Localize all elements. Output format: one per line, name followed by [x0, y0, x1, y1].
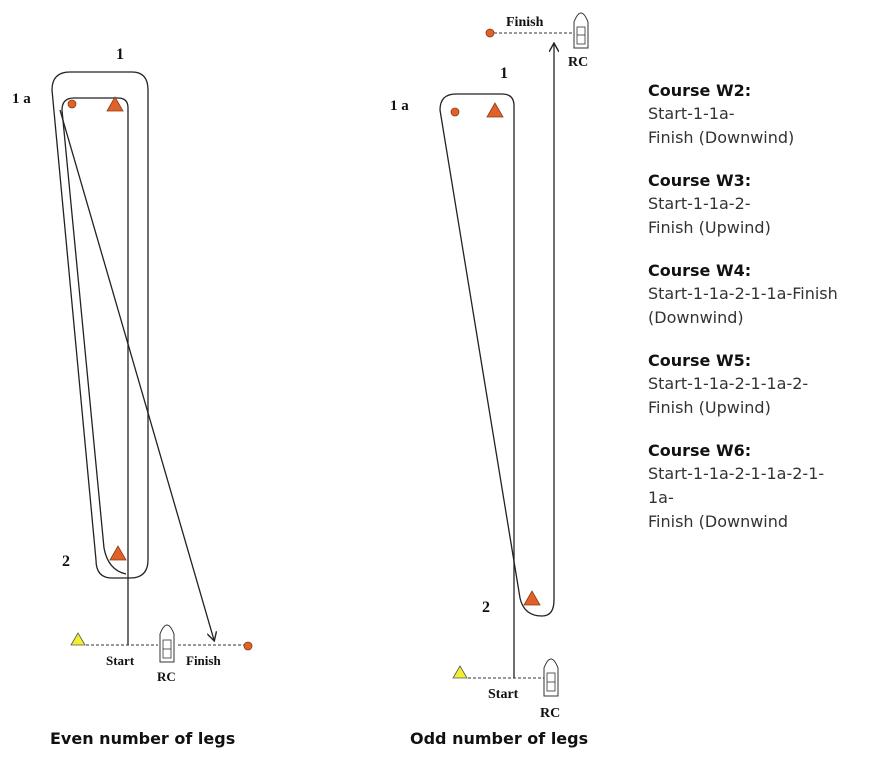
course-entry: Course W6: Start-1-1a-2-1-1a-2-1- 1a- Fi… — [648, 440, 878, 534]
left-rc-label: RC — [157, 669, 176, 684]
left-mark-2-buoy — [109, 545, 127, 561]
course-title: Course W4: — [648, 261, 752, 280]
right-committee-boat-top-icon — [573, 12, 589, 49]
course-entry: Course W5: Start-1-1a-2-1-1a-2- Finish (… — [648, 350, 878, 420]
right-mark-1a-buoy — [450, 107, 460, 117]
course-description: Start-1-1a-2- Finish (Upwind) — [648, 194, 771, 237]
course-description: Start-1-1a-2-1-1a-2-1- 1a- Finish (Downw… — [648, 464, 825, 531]
course-description: Start-1-1a-2-1-1a-2- Finish (Upwind) — [648, 374, 809, 417]
left-mark-1-label: 1 — [116, 46, 124, 63]
even-legs-diagram: 1 1 a 2 Start Finish RC Even number of l… — [12, 46, 253, 748]
left-mark-2-label: 2 — [62, 553, 70, 570]
left-leg-1a-to-2 — [61, 109, 127, 575]
left-start-pin-buoy — [70, 632, 86, 646]
right-rc-bottom-label: RC — [540, 706, 560, 721]
course-list: Course W2: Start-1-1a- Finish (Downwind)… — [648, 80, 878, 554]
left-mark-1-buoy — [106, 96, 124, 112]
course-title: Course W6: — [648, 441, 752, 460]
right-finish-label: Finish — [506, 15, 544, 30]
right-mark-2-label: 2 — [482, 599, 490, 616]
right-start-pin-buoy — [452, 665, 468, 679]
left-start-label: Start — [106, 653, 135, 668]
right-course-loop — [439, 93, 515, 678]
right-start-label: Start — [488, 687, 519, 702]
left-finish-buoy — [243, 641, 253, 651]
course-title: Course W3: — [648, 171, 752, 190]
right-mark-1-buoy — [486, 102, 504, 118]
left-course-loop — [51, 71, 149, 579]
right-committee-boat-bottom-icon — [543, 658, 559, 697]
left-inner-leg — [61, 97, 129, 575]
course-description: Start-1-1a-2-1-1a-Finish (Downwind) — [648, 284, 838, 327]
right-mark-2-buoy — [523, 590, 541, 606]
left-finish-leg — [59, 109, 214, 640]
left-committee-boat-icon — [159, 624, 175, 663]
left-mark-1a-label: 1 a — [12, 91, 31, 107]
right-mark-1-label: 1 — [500, 65, 508, 82]
course-entry: Course W4: Start-1-1a-2-1-1a-Finish (Dow… — [648, 260, 878, 330]
left-finish-label: Finish — [186, 653, 221, 668]
course-title: Course W2: — [648, 81, 752, 100]
course-entry: Course W3: Start-1-1a-2- Finish (Upwind) — [648, 170, 878, 240]
right-leg-1a-to-2 — [439, 109, 555, 617]
course-title: Course W5: — [648, 351, 752, 370]
course-description: Start-1-1a- Finish (Downwind) — [648, 104, 795, 147]
right-finish-buoy — [485, 28, 495, 38]
course-entry: Course W2: Start-1-1a- Finish (Downwind) — [648, 80, 878, 150]
left-caption: Even number of legs — [50, 729, 235, 748]
odd-legs-diagram: Finish RC 1 1 a 2 Start RC Odd number of… — [390, 12, 589, 748]
right-rc-top-label: RC — [568, 55, 588, 70]
left-mark-1a-buoy — [67, 99, 77, 109]
right-caption: Odd number of legs — [410, 729, 588, 748]
right-mark-1a-label: 1 a — [390, 98, 409, 114]
